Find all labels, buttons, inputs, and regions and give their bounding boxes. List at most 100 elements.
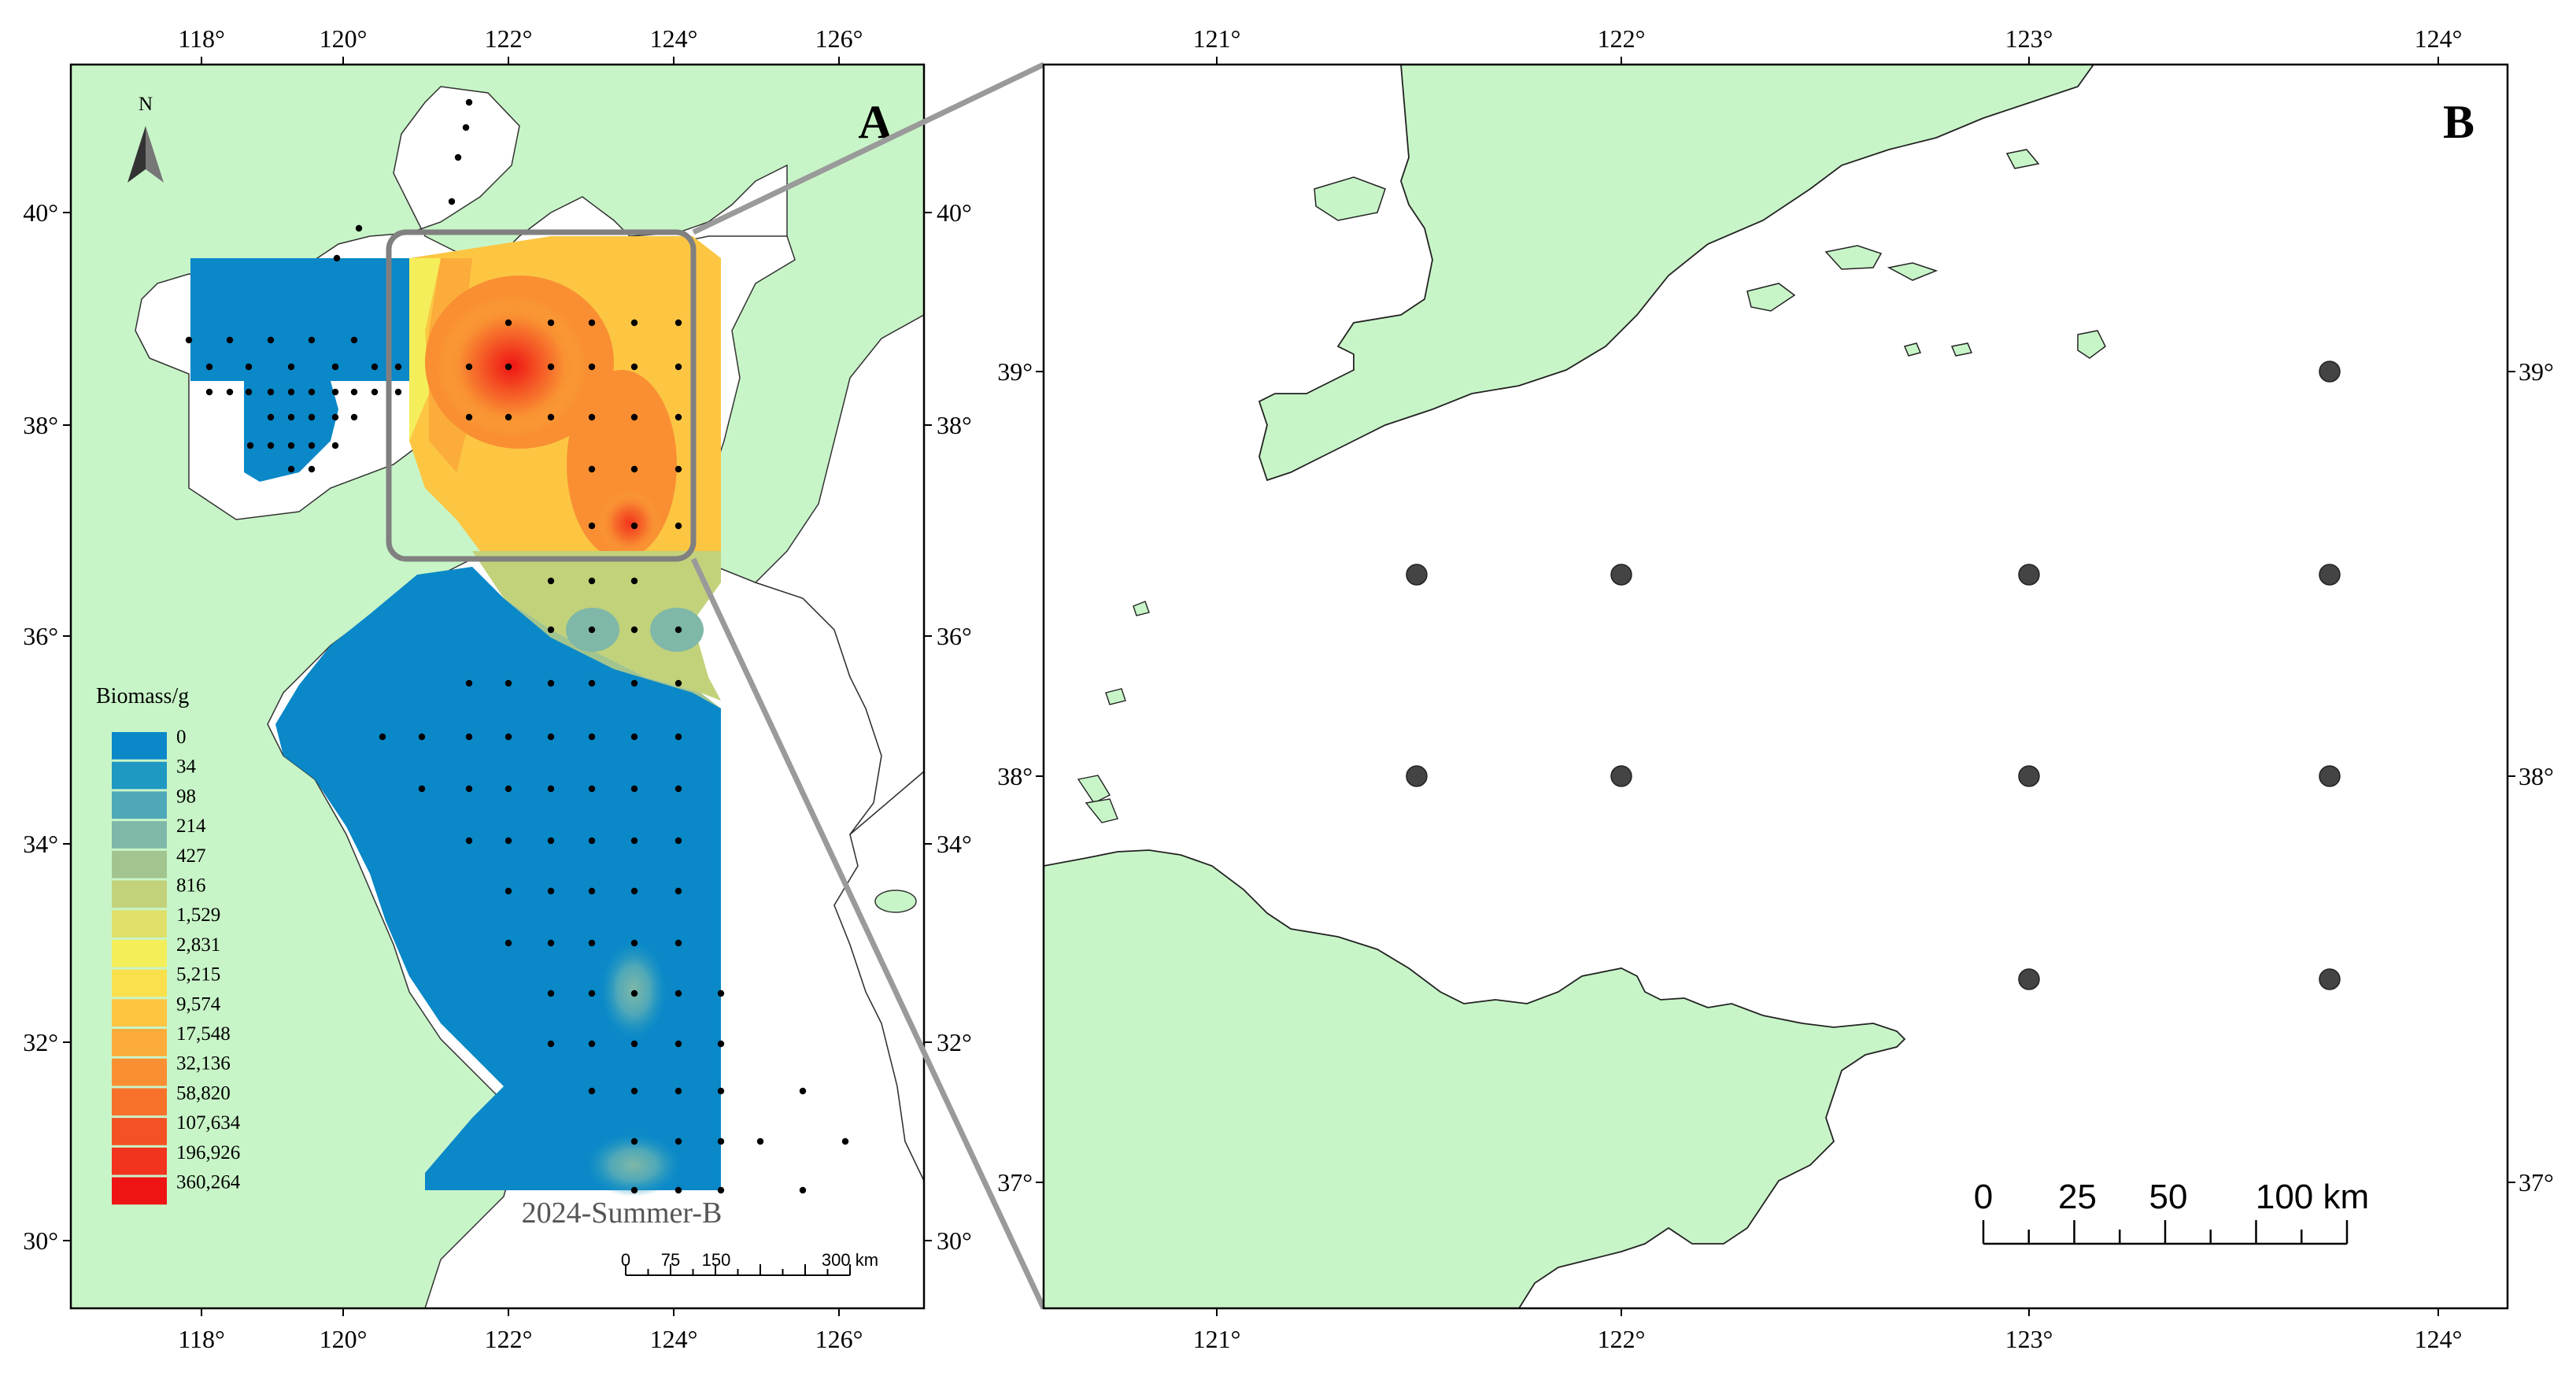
legend-swatch: [112, 969, 167, 997]
station-dot: [630, 363, 638, 371]
station-dot: [717, 1087, 725, 1095]
station-dot: [799, 1186, 807, 1194]
station-dot: [267, 336, 275, 344]
panel-b-lon-label-top: 122°: [1598, 24, 1646, 53]
station-dot: [547, 413, 555, 421]
panel-a-lon-label-bottom: 126°: [815, 1325, 863, 1353]
panel-b-map: B 0 25 50 100 km 121°121°122°122°123°123°12…: [997, 24, 2554, 1353]
north-arrow: N: [128, 94, 164, 183]
panel-b-lon-label-bottom: 122°: [1598, 1325, 1646, 1353]
station-dot: [371, 388, 379, 396]
legend-swatch: [112, 880, 167, 908]
station-dot: [630, 837, 638, 845]
biomass-legend: Biomass/g 0 34 98 214 427 816 1,529 2,831 5,215 9…: [96, 684, 241, 1205]
panel-a-lat-label-left: 40°: [23, 198, 58, 227]
legend-label: 107,634: [176, 1112, 241, 1134]
station-dot: [504, 837, 512, 845]
station-dot: [504, 319, 512, 327]
legend-swatch: [112, 821, 167, 849]
station-dot: [1406, 564, 1428, 586]
station-dot: [504, 413, 512, 421]
station-dot: [245, 388, 253, 396]
scale-b-label: 25: [2058, 1178, 2097, 1216]
panel-a-frame: [69, 63, 926, 1310]
station-dot: [674, 939, 682, 947]
panel-a-lon-label-bottom: 120°: [320, 1325, 368, 1353]
panel-a-lon-label-bottom: 124°: [650, 1325, 698, 1353]
legend-label: 360,264: [176, 1172, 241, 1193]
station-dot: [185, 336, 193, 344]
station-dot: [717, 1186, 725, 1194]
station-dot: [630, 1186, 638, 1194]
miaodao-island-4: [1085, 798, 1118, 823]
liaodong-islet-4: [1746, 283, 1796, 312]
station-dot: [630, 939, 638, 947]
legend-swatch: [112, 1177, 167, 1205]
station-dot: [245, 363, 253, 371]
station-dot: [674, 1137, 682, 1145]
legend-label: 98: [176, 786, 196, 807]
panel-b-lon-label-bottom: 121°: [1193, 1325, 1241, 1353]
station-dot: [588, 1040, 596, 1048]
station-dot: [588, 363, 596, 371]
liaodong-islet-7: [1903, 342, 1922, 357]
station-dot: [2018, 765, 2040, 787]
station-dot: [630, 679, 638, 687]
panel-a-lat-label-right: 30°: [937, 1226, 972, 1255]
station-dot: [547, 785, 555, 793]
station-dot: [504, 733, 512, 741]
station-dot: [308, 442, 316, 449]
station-dot: [465, 679, 473, 687]
legend-label: 58,820: [176, 1082, 231, 1104]
panel-b-scale-bar: 0 25 50 100 km: [1974, 1178, 2369, 1245]
station-dot: [588, 626, 596, 634]
liaodong-islet-1: [1314, 176, 1386, 221]
station-dot: [465, 413, 473, 421]
station-dot: [674, 319, 682, 327]
legend-swatch: [112, 791, 167, 819]
station-dot: [2018, 968, 2040, 990]
station-dot: [756, 1137, 764, 1145]
panel-a-lon-label-bottom: 118°: [178, 1325, 225, 1353]
legend-items: 0 34 98 214 427 816 1,529 2,831 5,215 9,574 17,548…: [112, 727, 241, 1205]
station-dot: [630, 1087, 638, 1095]
korea-strait-sea: [754, 314, 924, 835]
panel-a-lon-label-top: 118°: [178, 24, 225, 53]
station-dot: [350, 413, 358, 421]
season-label: 2024-Summer-B: [522, 1197, 723, 1230]
panel-b-lat-label-right: 39°: [2519, 357, 2554, 386]
station-dot: [394, 388, 402, 396]
panel-a-lat-label-right: 38°: [937, 411, 972, 439]
legend-swatch: [112, 939, 167, 967]
station-dot: [588, 1087, 596, 1095]
biomass-hotspot-core-2: [598, 490, 661, 557]
station-dot: [674, 785, 682, 793]
panel-a-lat-label-left: 30°: [23, 1226, 58, 1255]
panel-a-lon-label-top: 126°: [815, 24, 863, 53]
legend-label: 427: [176, 845, 206, 867]
station-dot: [588, 733, 596, 741]
station-dot: [547, 319, 555, 327]
legend-label: 9,574: [176, 993, 221, 1015]
scale-a-label: 75: [661, 1250, 680, 1270]
panel-a-lat-label-right: 40°: [937, 198, 972, 227]
station-dot: [333, 254, 341, 262]
panel-b-lat-label-left: 37°: [997, 1168, 1033, 1197]
panel-a-lat-label-right: 34°: [937, 830, 972, 858]
station-dot: [674, 465, 682, 473]
station-dot: [630, 577, 638, 585]
biomass-front-yellow: [409, 258, 441, 441]
scale-a-label: 300 km: [822, 1250, 878, 1270]
station-dot: [588, 887, 596, 895]
station-dot: [588, 939, 596, 947]
station-dot: [308, 413, 316, 421]
legend-swatch: [112, 1147, 167, 1175]
station-dot: [2319, 765, 2341, 787]
station-dot: [504, 887, 512, 895]
station-dot: [331, 388, 339, 396]
station-dot: [1610, 765, 1632, 787]
station-dot: [371, 363, 379, 371]
station-dot: [287, 363, 295, 371]
legend-swatch: [112, 850, 167, 878]
station-dot: [547, 989, 555, 997]
